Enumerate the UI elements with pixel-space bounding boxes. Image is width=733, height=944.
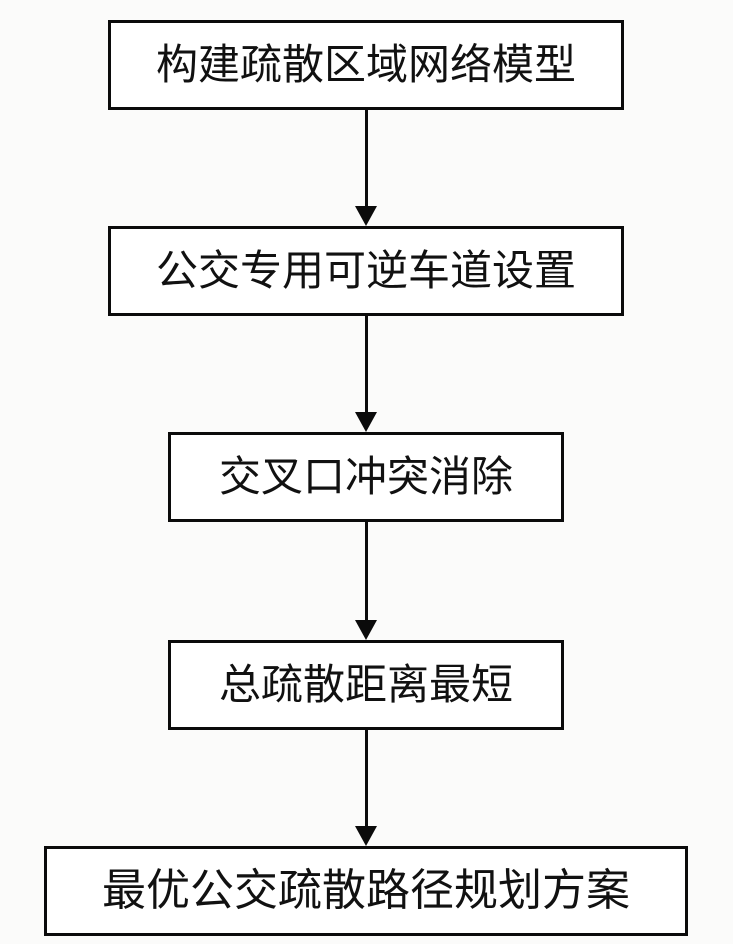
arrow-head-icon — [355, 412, 377, 432]
flowchart-canvas: 构建疏散区域网络模型 公交专用可逆车道设置 交叉口冲突消除 总疏散距离最短 最优… — [0, 0, 733, 944]
arrow-line — [365, 110, 368, 208]
flowchart-node: 最优公交疏散路径规划方案 — [44, 846, 688, 936]
arrow-head-icon — [355, 206, 377, 226]
arrow-head-icon — [355, 620, 377, 640]
arrow-line — [365, 316, 368, 414]
flowchart-node: 构建疏散区域网络模型 — [108, 20, 624, 110]
node-label: 公交专用可逆车道设置 — [156, 247, 576, 295]
arrow-line — [365, 522, 368, 622]
flowchart-node: 总疏散距离最短 — [168, 640, 564, 730]
node-label: 构建疏散区域网络模型 — [156, 41, 576, 89]
flowchart-node: 公交专用可逆车道设置 — [108, 226, 624, 316]
arrow-head-icon — [355, 826, 377, 846]
node-label: 最优公交疏散路径规划方案 — [102, 866, 630, 917]
flowchart-node: 交叉口冲突消除 — [168, 432, 564, 522]
node-label: 交叉口冲突消除 — [219, 453, 513, 501]
arrow-line — [365, 730, 368, 828]
node-label: 总疏散距离最短 — [219, 661, 513, 709]
